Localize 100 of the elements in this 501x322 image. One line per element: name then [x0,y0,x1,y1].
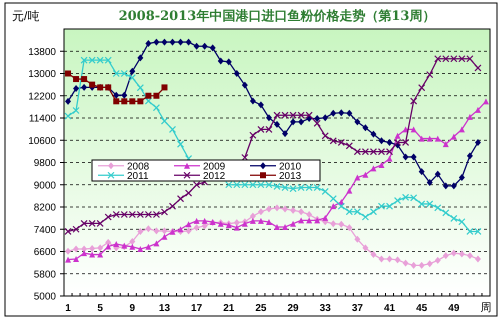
point [194,42,200,50]
y-tick-label: 7400 [34,224,56,236]
point [258,208,264,216]
point [250,212,256,220]
point [194,218,200,224]
point [418,168,425,176]
point [152,104,160,112]
point [322,114,328,122]
point [466,152,473,160]
point [153,92,160,99]
point [153,227,160,234]
x-tick-label: 29 [288,303,300,314]
point [394,197,402,204]
point [234,219,240,226]
point [418,136,425,142]
point [354,118,360,126]
point [65,256,72,263]
legend-label: 2009 [203,161,226,172]
chart-title: 2008-2013年中国港口进口鱼粉价格走势（第13周） [118,8,436,24]
point [282,205,288,212]
point [274,224,280,230]
point [129,98,136,104]
point [394,256,401,264]
point [442,252,449,260]
point [194,224,200,232]
point [282,224,288,230]
point [81,76,88,82]
point [234,224,240,231]
point [434,136,441,142]
point [202,218,208,224]
x-axis-title: 周 [480,302,492,314]
point [89,82,96,88]
point [81,245,88,252]
y-tick-label: 5800 [34,269,56,280]
y-tick-label: 5000 [34,292,56,302]
point [450,250,457,257]
point [402,126,409,132]
point [73,85,80,92]
point [176,140,184,148]
point [137,246,144,252]
point [330,203,336,210]
point [65,98,72,105]
legend-label: 2010 [279,161,302,172]
point [434,170,441,178]
point [370,130,376,138]
point [466,252,473,260]
point [450,134,457,140]
point [386,138,393,146]
point [450,182,457,190]
point [202,42,208,50]
x-tick-label: 17 [191,303,203,314]
x-tick-label: 9 [130,303,136,314]
x-tick-label: 5 [97,303,104,314]
point [170,38,176,46]
point [466,114,473,120]
point [266,114,272,122]
point [346,142,353,150]
point [306,217,312,224]
point [418,262,425,269]
point [121,92,128,99]
point [298,217,304,224]
point [426,260,433,268]
point [442,209,450,216]
point [442,141,449,148]
point [426,136,433,142]
point [145,92,152,99]
point [346,224,352,232]
point [242,220,248,227]
point [386,156,393,162]
point [362,172,368,178]
legend-label: 2011 [127,170,149,182]
point [474,64,482,72]
point [370,251,376,258]
point [113,240,120,247]
point [89,252,96,258]
point [121,98,128,104]
point [250,218,256,224]
point [442,182,449,190]
point [176,195,184,202]
point [218,57,224,64]
x-tick-label: 21 [223,303,235,314]
point [394,132,401,139]
x-tick-label: 49 [448,303,460,314]
y-tick-label: 8200 [34,202,56,214]
point [105,243,112,250]
point [193,181,200,188]
point [402,153,409,160]
point [290,118,296,126]
point [354,174,360,181]
point [160,208,168,216]
point [346,188,352,194]
point [458,250,465,258]
point [153,38,160,46]
point [168,126,176,134]
point [410,262,417,269]
point [113,98,120,104]
point [338,109,344,116]
point [186,221,192,228]
x-tick-label: 13 [158,303,170,314]
point [370,208,378,216]
